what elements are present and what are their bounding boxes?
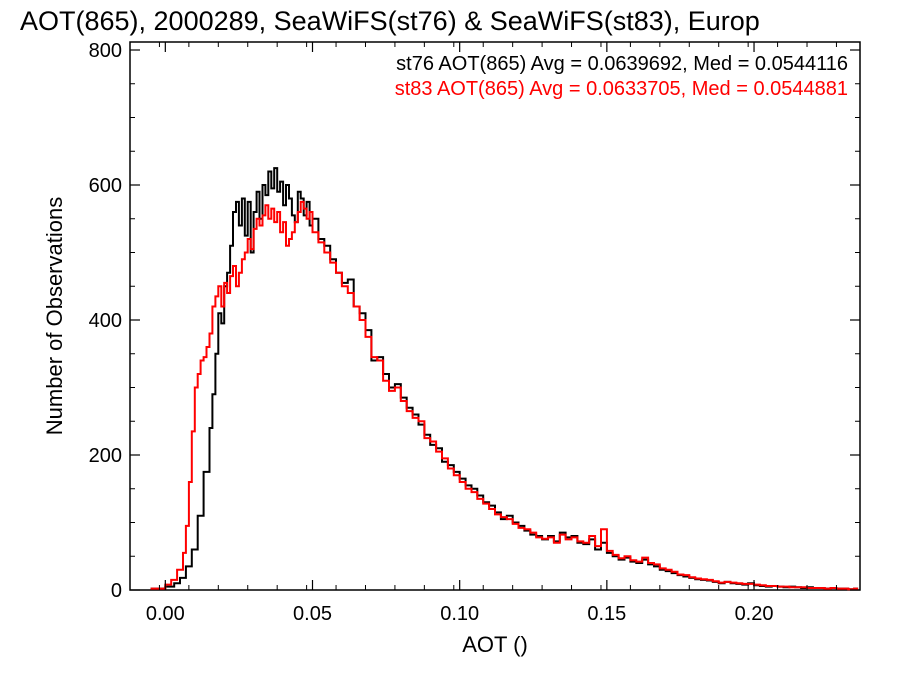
- y-tick-label: 200: [89, 445, 122, 467]
- chart-title: AOT(865), 2000289, SeaWiFS(st76) & SeaWi…: [20, 6, 760, 36]
- y-tick-label: 400: [89, 310, 122, 332]
- plot-frame: [129, 41, 861, 591]
- series-layer: [150, 167, 859, 591]
- y-tick-label: 800: [89, 40, 122, 62]
- x-axis-label: AOT (): [462, 632, 528, 657]
- y-axis-label: Number of Observations: [42, 197, 67, 435]
- y-tick-label: 600: [89, 175, 122, 197]
- ticks-layer: 0.00 0.05 0.10 0.15 0.20 0 200 400 600 800: [89, 40, 860, 625]
- legend: st76 AOT(865) Avg = 0.0639692, Med = 0.0…: [395, 53, 848, 100]
- x-tick-label: 0.00: [146, 603, 185, 625]
- x-tick-label: 0.15: [587, 603, 626, 625]
- series-line-st76: [150, 167, 859, 591]
- legend-entry-st83: st83 AOT(865) Avg = 0.0633705, Med = 0.0…: [395, 78, 848, 100]
- x-tick-label: 0.20: [735, 603, 774, 625]
- series-line-st83: [150, 200, 859, 591]
- legend-entry-st76: st76 AOT(865) Avg = 0.0639692, Med = 0.0…: [396, 53, 848, 75]
- x-tick-label: 0.05: [293, 603, 332, 625]
- x-tick-label: 0.10: [440, 603, 479, 625]
- y-tick-label: 0: [111, 580, 122, 602]
